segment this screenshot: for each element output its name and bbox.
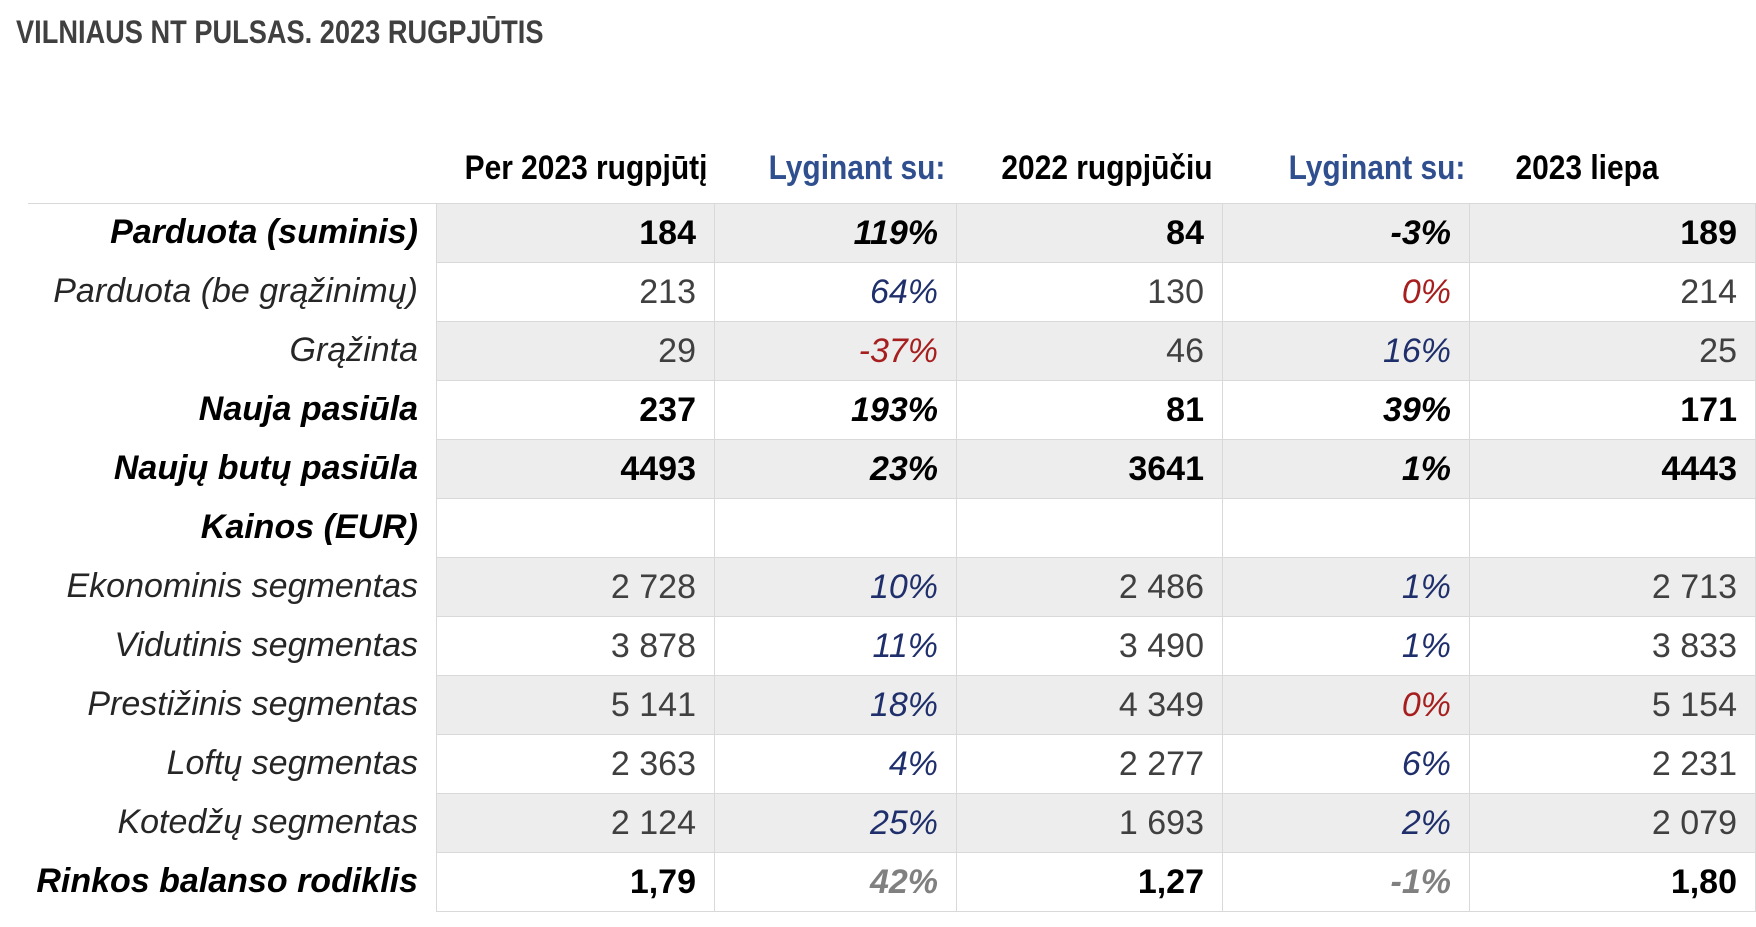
- cell-prev-month: 5 154: [1469, 675, 1756, 735]
- cell-change-month: 1%: [1222, 439, 1470, 499]
- cell-prev-month: 4443: [1469, 439, 1756, 499]
- cell-change-year: 193%: [714, 380, 957, 440]
- header-prev-year: 2022 rugpjūčiu: [1001, 149, 1213, 187]
- cell-current: 29: [436, 321, 715, 381]
- cell-current: 4493: [436, 439, 715, 499]
- cell-change-month: 1%: [1222, 616, 1470, 676]
- cell-current: [436, 498, 715, 558]
- table-row: 4493 23% 3641 1% 4443: [436, 439, 1756, 499]
- cell-change-year: 25%: [714, 793, 957, 853]
- cell-prev-year: 3 490: [956, 616, 1223, 676]
- cell-prev-month: 2 231: [1469, 734, 1756, 794]
- row-label: Kotedžų segmentas: [117, 803, 418, 841]
- cell-current: 2 728: [436, 557, 715, 617]
- cell-prev-year: 130: [956, 262, 1223, 322]
- cell-change-month: [1222, 498, 1470, 558]
- cell-current: 2 363: [436, 734, 715, 794]
- cell-current: 184: [436, 203, 715, 263]
- cell-prev-year: 1 693: [956, 793, 1223, 853]
- cell-prev-year: 2 277: [956, 734, 1223, 794]
- cell-prev-month: 1,80: [1469, 852, 1756, 912]
- cell-change-month: 6%: [1222, 734, 1470, 794]
- row-label: Parduota (suminis): [110, 213, 418, 251]
- cell-prev-year: [956, 498, 1223, 558]
- table-row: 5 141 18% 4 349 0% 5 154: [436, 675, 1756, 735]
- cell-current: 237: [436, 380, 715, 440]
- cell-change-year: -37%: [714, 321, 957, 381]
- row-label: Loftų segmentas: [166, 744, 418, 782]
- table-row: 2 728 10% 2 486 1% 2 713: [436, 557, 1756, 617]
- table-row: 184 119% 84 -3% 189: [436, 203, 1756, 263]
- cell-change-year: 11%: [714, 616, 957, 676]
- cell-prev-month: 25: [1469, 321, 1756, 381]
- cell-change-year: 18%: [714, 675, 957, 735]
- cell-prev-year: 4 349: [956, 675, 1223, 735]
- cell-change-month: 2%: [1222, 793, 1470, 853]
- cell-current: 5 141: [436, 675, 715, 735]
- cell-change-year: 10%: [714, 557, 957, 617]
- row-label: Grąžinta: [289, 331, 419, 369]
- cell-change-month: -3%: [1222, 203, 1470, 263]
- header-current-period: Per 2023 rugpjūtį: [464, 149, 708, 187]
- cell-change-year: 42%: [714, 852, 957, 912]
- cell-change-month: 16%: [1222, 321, 1470, 381]
- row-labels: Parduota (suminis) Parduota (be grąžinim…: [0, 203, 418, 911]
- row-label: Prestižinis segmentas: [87, 685, 418, 723]
- row-label: Nauja pasiūla: [198, 390, 418, 428]
- cell-prev-year: 1,27: [956, 852, 1223, 912]
- header-compare-year: Lyginant su:: [768, 149, 946, 187]
- cell-current: 1,79: [436, 852, 715, 912]
- cell-prev-year: 3641: [956, 439, 1223, 499]
- cell-prev-year: 46: [956, 321, 1223, 381]
- table-row: 237 193% 81 39% 171: [436, 380, 1756, 440]
- table-row: [436, 498, 1756, 558]
- header-prev-month: 2023 liepa: [1515, 149, 1659, 187]
- table-row: 213 64% 130 0% 214: [436, 262, 1756, 322]
- cell-change-month: 1%: [1222, 557, 1470, 617]
- table-row: 1,79 42% 1,27 -1% 1,80: [436, 852, 1756, 912]
- table-row: 2 363 4% 2 277 6% 2 231: [436, 734, 1756, 794]
- statistics-table: 184 119% 84 -3% 189 213 64% 130 0% 214 2…: [436, 203, 1756, 912]
- table-row: 3 878 11% 3 490 1% 3 833: [436, 616, 1756, 676]
- table-row: 2 124 25% 1 693 2% 2 079: [436, 793, 1756, 853]
- cell-prev-year: 2 486: [956, 557, 1223, 617]
- cell-prev-year: 84: [956, 203, 1223, 263]
- cell-prev-year: 81: [956, 380, 1223, 440]
- report-title: VILNIAUS NT PULSAS. 2023 RUGPJŪTIS: [16, 14, 544, 50]
- cell-change-month: 0%: [1222, 262, 1470, 322]
- cell-current: 2 124: [436, 793, 715, 853]
- header-compare-month: Lyginant su:: [1288, 149, 1466, 187]
- cell-prev-month: 3 833: [1469, 616, 1756, 676]
- cell-prev-month: [1469, 498, 1756, 558]
- cell-change-month: -1%: [1222, 852, 1470, 912]
- row-label: Rinkos balanso rodiklis: [36, 862, 418, 900]
- cell-change-year: 23%: [714, 439, 957, 499]
- cell-change-month: 39%: [1222, 380, 1470, 440]
- table-row: 29 -37% 46 16% 25: [436, 321, 1756, 381]
- cell-prev-month: 189: [1469, 203, 1756, 263]
- row-label: Kainos (EUR): [200, 508, 418, 546]
- cell-change-year: 119%: [714, 203, 957, 263]
- row-label: Parduota (be grąžinimų): [53, 272, 418, 310]
- cell-change-month: 0%: [1222, 675, 1470, 735]
- cell-prev-month: 2 079: [1469, 793, 1756, 853]
- cell-prev-month: 214: [1469, 262, 1756, 322]
- cell-change-year: [714, 498, 957, 558]
- row-label: Vidutinis segmentas: [114, 626, 418, 664]
- row-label: Ekonominis segmentas: [66, 567, 418, 605]
- cell-current: 3 878: [436, 616, 715, 676]
- cell-prev-month: 171: [1469, 380, 1756, 440]
- cell-change-year: 4%: [714, 734, 957, 794]
- cell-change-year: 64%: [714, 262, 957, 322]
- row-label: Naujų butų pasiūla: [113, 449, 418, 487]
- cell-prev-month: 2 713: [1469, 557, 1756, 617]
- cell-current: 213: [436, 262, 715, 322]
